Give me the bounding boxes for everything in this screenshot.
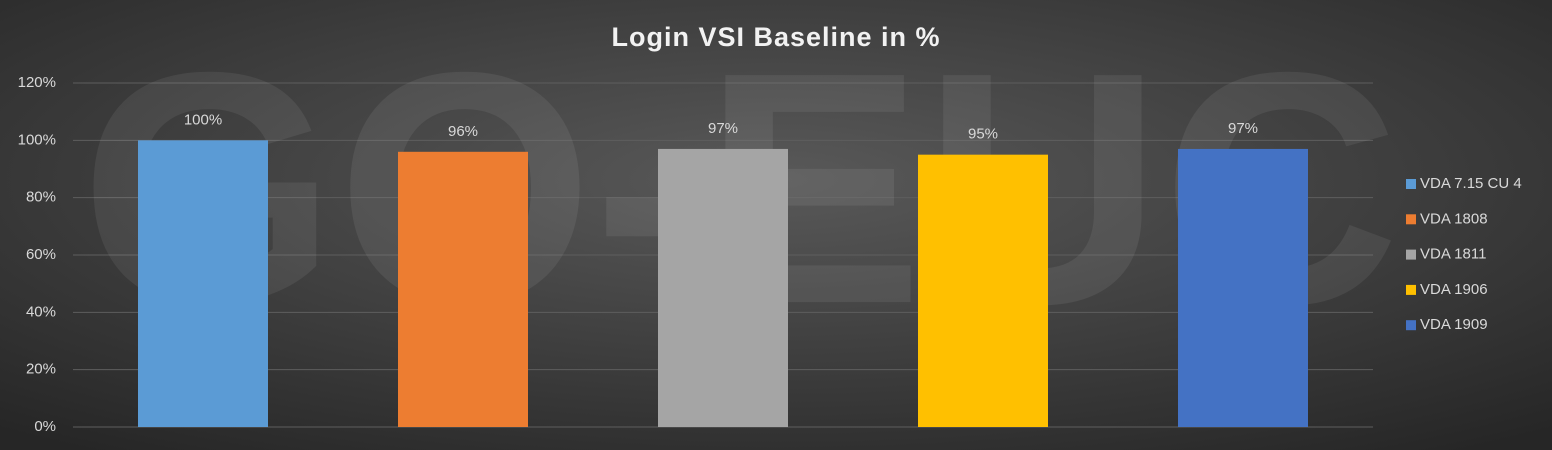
legend-label: VDA 1808 <box>1420 210 1488 227</box>
legend-label: VDA 1811 <box>1420 246 1486 263</box>
y-tick-label: 120% <box>18 74 56 91</box>
bar <box>1178 148 1308 427</box>
legend-label: VDA 1909 <box>1420 316 1488 333</box>
legend-swatch <box>1406 284 1416 295</box>
legend-label: VDA 7.15 CU 4 <box>1420 175 1522 192</box>
y-tick-label: 60% <box>26 246 56 263</box>
chart-title: Login VSI Baseline in % <box>611 22 940 52</box>
value-label: 97% <box>1228 120 1258 137</box>
y-tick-label: 0% <box>34 418 56 435</box>
y-tick-label: 80% <box>26 189 56 206</box>
value-label: 95% <box>968 126 998 143</box>
y-tick-label: 20% <box>26 361 56 378</box>
bar <box>138 140 268 428</box>
bar <box>918 154 1048 427</box>
bar <box>398 151 528 428</box>
y-tick-label: 100% <box>18 131 56 148</box>
legend-swatch <box>1406 320 1416 331</box>
legend-swatch <box>1406 214 1416 225</box>
value-label: 97% <box>708 120 738 137</box>
y-tick-label: 40% <box>26 303 56 320</box>
legend-swatch <box>1406 179 1416 189</box>
value-label: 96% <box>448 123 478 140</box>
bar <box>658 148 788 427</box>
legend-label: VDA 1906 <box>1420 281 1488 298</box>
legend-swatch <box>1406 249 1416 260</box>
value-label: 100% <box>184 111 222 128</box>
